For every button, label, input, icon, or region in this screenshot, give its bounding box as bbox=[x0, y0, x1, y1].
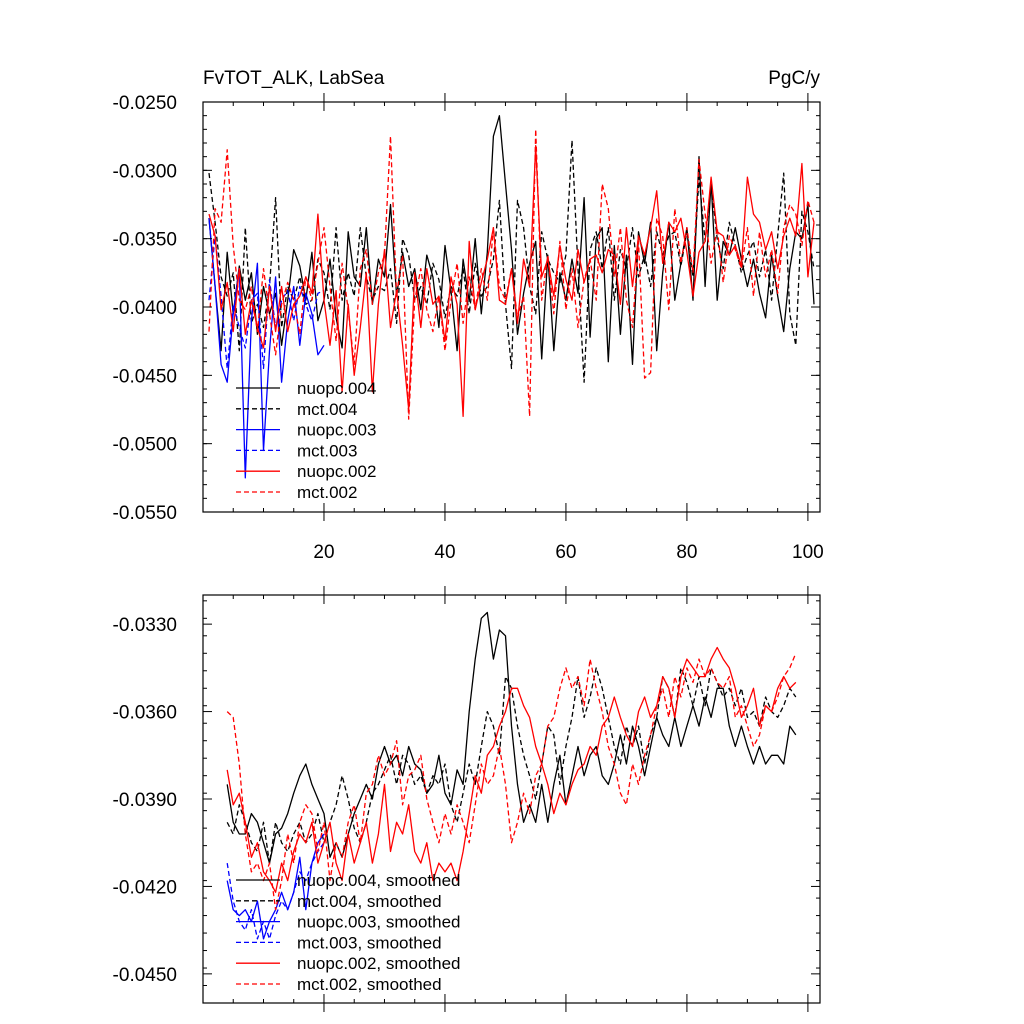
legend-label: mct.002, smoothed bbox=[297, 975, 442, 994]
y-tick-label: -0.0350 bbox=[113, 230, 177, 251]
series-line-mct.003 bbox=[226, 842, 325, 940]
chart-title: FvTOT_ALK, LabSea bbox=[203, 68, 385, 89]
series-line-mct.004 bbox=[226, 667, 797, 864]
y-tick-label: -0.0250 bbox=[113, 93, 177, 114]
bottom-panel: -0.0330 -0.0360 -0.0390 -0.0420 -0.0450 nuopc… bbox=[113, 586, 821, 1012]
y-tick-label: -0.0360 bbox=[113, 703, 177, 724]
legend-label: nuopc.002, smoothed bbox=[297, 954, 461, 973]
legend-label: nuopc.004 bbox=[297, 379, 376, 398]
y-tick-label: -0.0550 bbox=[113, 503, 177, 524]
x-tick-label: 80 bbox=[676, 542, 697, 563]
top-plot-area bbox=[208, 115, 815, 479]
series-line-mct.002 bbox=[226, 653, 797, 911]
series-line-nuopc.004 bbox=[226, 611, 797, 864]
legend-label: mct.003 bbox=[297, 441, 357, 460]
x-tick-label: 100 bbox=[792, 542, 824, 563]
series-line-mct.003 bbox=[208, 235, 325, 370]
y-tick-label: -0.0400 bbox=[113, 298, 177, 319]
series-line-nuopc.002 bbox=[208, 145, 815, 417]
legend-label: nuopc.002 bbox=[297, 462, 376, 481]
y-tick-label: -0.0500 bbox=[113, 435, 177, 456]
legend-label: mct.004 bbox=[297, 400, 357, 419]
y-tick-label: -0.0450 bbox=[113, 366, 177, 387]
bottom-plot-frame bbox=[202, 594, 821, 1004]
y-tick-label: -0.0420 bbox=[113, 877, 177, 898]
units-label: PgC/y bbox=[768, 68, 820, 89]
series-line-mct.002 bbox=[208, 128, 815, 420]
y-tick-label: -0.0330 bbox=[113, 615, 177, 636]
y-tick-label: -0.0300 bbox=[113, 161, 177, 182]
y-tick-label: -0.0390 bbox=[113, 790, 177, 811]
series-line-nuopc.004 bbox=[208, 115, 815, 366]
x-tick-label: 60 bbox=[555, 542, 576, 563]
x-tick-label: 20 bbox=[313, 542, 334, 563]
legend-label: mct.003, smoothed bbox=[297, 933, 442, 952]
legend-label: mct.002 bbox=[297, 483, 357, 502]
legend-label: nuopc.003, smoothed bbox=[297, 913, 461, 932]
y-tick-label: -0.0450 bbox=[113, 965, 177, 986]
legend-label: nuopc.004, smoothed bbox=[297, 871, 461, 890]
series-line-mct.004 bbox=[208, 139, 815, 383]
legend-label: nuopc.003 bbox=[297, 421, 376, 440]
bottom-plot-area bbox=[226, 611, 797, 940]
legend-label: mct.004, smoothed bbox=[297, 892, 442, 911]
x-tick-label: 40 bbox=[434, 542, 455, 563]
series-line-nuopc.002 bbox=[226, 646, 797, 893]
top-panel: FvTOT_ALK, LabSea PgC/y -0.0250 -0.0300 -0… bbox=[113, 68, 824, 563]
